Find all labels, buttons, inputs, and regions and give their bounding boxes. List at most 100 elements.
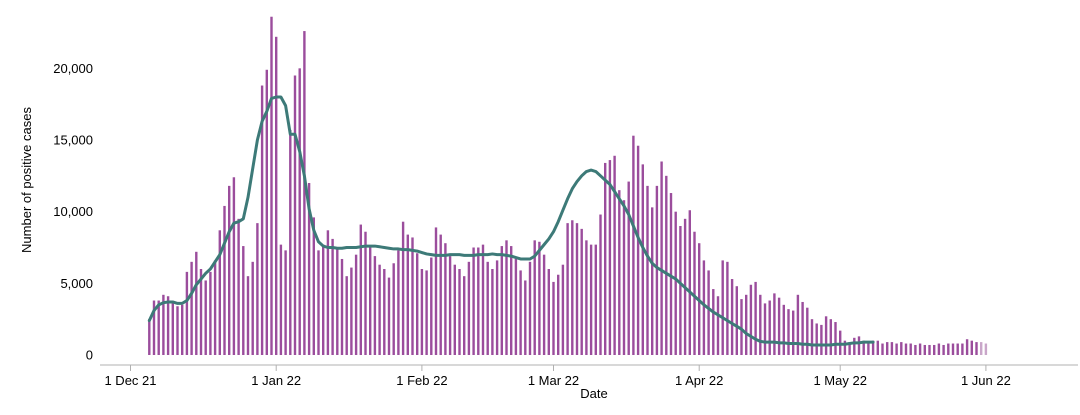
bar [472,247,475,355]
y-axis-title: Number of positive cases [19,107,34,253]
bar [448,256,452,355]
bar [218,230,221,355]
bar [660,161,663,355]
bar [397,250,400,355]
bar [933,344,936,355]
bar [557,274,560,355]
bar [289,129,292,355]
bar [561,264,565,355]
bar [674,211,677,355]
bar [608,160,612,355]
bar [871,340,875,355]
y-axis-ticks: 0 5,000 10,000 15,000 20,000 [53,61,93,363]
bar [152,300,156,355]
bar [740,299,743,355]
bar [204,280,207,355]
bar [589,244,593,355]
bar [317,250,320,355]
bar [547,269,550,355]
x-tick-label: 1 Mar 22 [528,373,579,388]
bar [641,164,644,355]
bar [416,253,419,355]
bar [956,343,959,355]
bar [270,16,273,355]
bar [702,260,706,355]
bar [665,175,668,355]
bar [937,343,941,355]
bar [782,304,785,355]
bar [622,200,626,355]
x-tick-label: 1 Apr 22 [675,373,723,388]
bar [542,254,546,355]
bar [834,322,837,355]
bar [303,31,306,355]
bar [796,294,800,355]
bar [425,270,428,355]
bar [655,185,659,355]
y-tick-label: 5,000 [60,276,93,291]
y-tick-label: 0 [86,348,93,363]
bar [500,246,503,355]
bar [646,185,649,355]
bar [721,260,724,355]
bar [190,261,193,355]
bar [571,220,574,355]
bar [340,258,344,355]
bar [345,276,348,355]
bar [707,270,710,355]
y-tick-label: 10,000 [53,204,93,219]
bar [265,69,268,356]
bar [627,181,630,355]
bar [453,264,456,355]
bar [364,231,367,355]
bar-series [148,16,988,356]
bar [176,306,179,355]
bar [213,260,217,355]
bar [279,244,283,355]
bar [275,36,278,356]
bar [157,300,160,355]
bar [481,244,485,355]
bar [209,271,212,355]
x-tick-label: 1 Jan 22 [251,373,301,388]
bar [965,339,969,355]
bar [745,294,748,355]
bar [829,319,832,355]
bar [307,183,311,355]
bar [942,344,945,355]
bar [528,261,532,355]
bar [749,284,753,355]
bar [730,279,734,355]
bar [373,256,377,355]
bar [881,343,884,355]
bar [669,193,673,355]
bar [735,286,738,355]
x-tick-label: 1 Feb 22 [396,373,447,388]
bar [712,289,715,355]
bar [444,243,447,355]
bar [401,221,405,355]
bar [820,324,823,355]
bar [604,162,607,355]
bar [886,342,889,355]
bar [651,207,654,355]
bar [566,223,569,355]
bar [510,246,513,355]
bar [904,343,908,355]
bar [585,240,588,355]
bar [909,343,912,355]
bar [890,342,894,355]
bar [162,294,165,355]
bar [491,269,494,355]
bar [420,269,424,355]
bar [171,301,174,355]
bar [383,269,386,355]
bar [970,340,973,355]
bar [754,281,757,355]
bar [228,185,231,355]
bar [923,344,926,355]
y-tick-label: 15,000 [53,133,93,148]
bar [716,296,720,355]
x-tick-label: 1 May 22 [813,373,866,388]
bar [575,223,579,355]
